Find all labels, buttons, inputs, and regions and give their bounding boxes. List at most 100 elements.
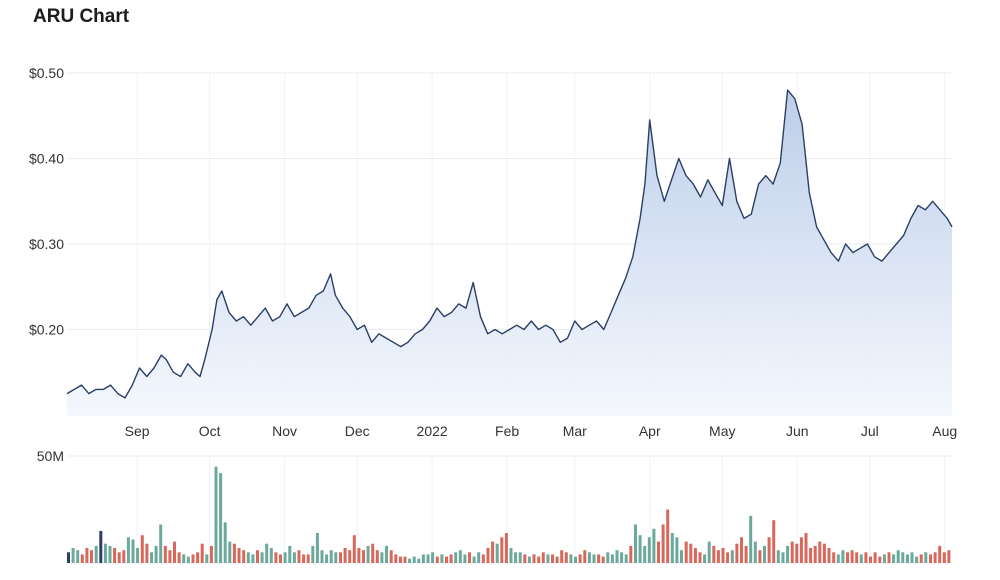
volume-bar: [159, 524, 163, 563]
x-tick-label: Aug: [932, 423, 957, 439]
volume-bar: [242, 550, 246, 563]
volume-bar: [882, 554, 886, 563]
volume-bar: [583, 550, 587, 563]
volume-bar: [269, 548, 273, 563]
volume-bar: [232, 543, 236, 563]
volume-bar: [578, 554, 582, 563]
x-tick-label: Jul: [861, 423, 879, 439]
volume-bar: [772, 520, 776, 563]
volume-bar: [454, 552, 458, 563]
volume-bar: [822, 543, 826, 563]
volume-bar: [657, 541, 660, 563]
volume-bar: [99, 530, 103, 563]
x-tick-label: May: [709, 423, 735, 439]
volume-bar: [440, 554, 444, 563]
volume-bar: [311, 545, 315, 563]
volume-bar: [620, 552, 624, 563]
volume-bar: [924, 552, 928, 563]
volume-bar: [76, 550, 80, 563]
volume-bar: [362, 550, 365, 563]
volume-bar: [251, 554, 255, 563]
volume-bar: [869, 556, 872, 563]
volume-bar: [555, 556, 559, 563]
volume-bar: [445, 556, 448, 563]
x-tick-label: Feb: [495, 423, 519, 439]
volume-bar: [786, 545, 790, 563]
x-tick-label: Nov: [272, 423, 297, 439]
price-line: [66, 89, 953, 399]
volume-bar: [721, 548, 725, 563]
volume-bar: [610, 554, 614, 563]
volume-bar: [449, 554, 453, 563]
volume-bar: [94, 545, 98, 563]
volume-bar: [71, 548, 75, 563]
volume-bar: [790, 541, 794, 563]
volume-bar: [896, 550, 900, 563]
volume-bar: [910, 552, 914, 563]
volume-bar: [919, 554, 923, 563]
volume-bar: [901, 552, 905, 563]
volume-bar: [140, 535, 144, 563]
y-tick-label: $0.20: [29, 322, 64, 338]
volume-bar: [472, 556, 476, 563]
volume-bar: [366, 545, 370, 563]
volume-bar: [587, 552, 591, 563]
volume-bar: [624, 554, 628, 563]
volume-bar: [306, 554, 310, 563]
volume-bar: [933, 552, 937, 563]
volume-bar: [753, 541, 757, 563]
volume-bar: [551, 554, 554, 563]
volume-bar: [265, 543, 269, 563]
volume-bar: [643, 545, 647, 563]
volume-bar: [601, 556, 605, 563]
volume-bar: [818, 541, 822, 563]
volume-bar: [749, 515, 753, 563]
volume-bar: [892, 554, 896, 563]
volume-bar: [477, 552, 481, 563]
volume-bar: [813, 545, 817, 563]
volume-bar: [592, 554, 596, 563]
volume-bar: [191, 554, 195, 563]
x-tick-label: Jun: [786, 423, 809, 439]
volume-bar: [615, 550, 619, 563]
volume-bar: [196, 552, 200, 563]
y-tick-label: $0.40: [29, 151, 64, 167]
price-area: [67, 90, 952, 415]
volume-bar: [403, 556, 407, 563]
volume-bar: [740, 537, 743, 563]
volume-bar: [163, 545, 167, 563]
volume-bar: [647, 537, 651, 563]
volume-bar: [744, 545, 748, 563]
volume-bar: [712, 545, 716, 563]
volume-bar: [680, 550, 683, 563]
volume-bar: [408, 558, 412, 563]
chart-title: ARU Chart: [33, 6, 130, 27]
volume-bar: [228, 541, 232, 563]
volume-bar: [297, 550, 301, 563]
volume-bar: [145, 543, 149, 563]
volume-bar: [126, 537, 130, 563]
volume-bar: [795, 543, 799, 563]
volume-bar: [325, 554, 329, 563]
volume-bar: [371, 543, 375, 563]
volume-bar: [113, 548, 117, 563]
volume-bar: [426, 554, 430, 563]
volume-bar: [302, 554, 306, 563]
volume-bar: [629, 545, 633, 563]
volume-bar: [703, 554, 707, 563]
volume-bar: [689, 543, 693, 563]
volume-bar: [905, 554, 909, 563]
volume-bar: [288, 545, 292, 563]
volume-bar: [652, 528, 656, 563]
volume-bar: [122, 550, 126, 563]
volume-bar: [675, 537, 679, 563]
volume-bar: [799, 537, 803, 563]
volume-bar: [463, 554, 467, 563]
volume-bar: [850, 550, 854, 563]
volume-bar: [726, 552, 730, 563]
volume-bar: [209, 545, 213, 563]
volume-bar: [320, 550, 324, 563]
volume-bar: [67, 552, 70, 563]
volume-bar: [500, 537, 504, 563]
